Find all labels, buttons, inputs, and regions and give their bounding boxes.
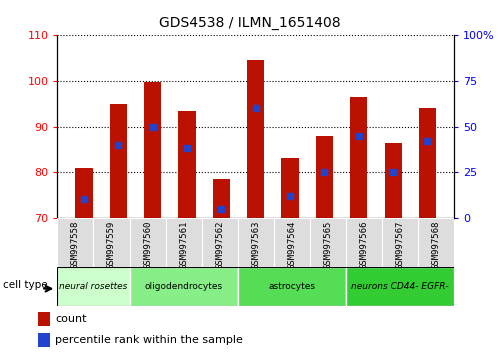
Text: GSM997559: GSM997559 [107,220,116,269]
Text: GSM997566: GSM997566 [359,220,368,269]
Text: neurons CD44- EGFR-: neurons CD44- EGFR- [351,282,449,291]
Bar [419,108,436,218]
Bar [316,136,333,218]
Bar [247,61,264,218]
Text: GSM997564: GSM997564 [287,220,296,269]
Text: cell type: cell type [3,280,47,290]
Text: GSM997560: GSM997560 [143,220,152,269]
Text: GSM997568: GSM997568 [432,220,441,269]
Bar [93,218,130,267]
Bar [346,218,382,267]
Bar [38,333,49,347]
Bar [130,267,238,306]
Bar [57,267,130,306]
Text: GSM997561: GSM997561 [179,220,188,269]
Bar [110,104,127,218]
Text: GSM997565: GSM997565 [323,220,332,269]
Text: GDS4538 / ILMN_1651408: GDS4538 / ILMN_1651408 [159,16,340,30]
Bar [385,143,402,218]
Text: percentile rank within the sample: percentile rank within the sample [55,335,244,345]
Bar [346,267,454,306]
Text: astrocytes: astrocytes [268,282,315,291]
Text: oligodendrocytes: oligodendrocytes [145,282,223,291]
Bar [274,218,310,267]
Bar [38,312,49,326]
Text: GSM997558: GSM997558 [71,220,80,269]
Bar [238,267,346,306]
Text: GSM997563: GSM997563 [251,220,260,269]
Bar [310,218,346,267]
Bar [57,218,93,267]
Bar [130,218,166,267]
Text: GSM997562: GSM997562 [215,220,224,269]
Bar [281,159,299,218]
Bar [418,218,454,267]
Bar [179,110,196,218]
Bar [350,97,367,218]
Bar [144,82,161,218]
Bar [75,167,93,218]
Bar [238,218,274,267]
Bar [166,218,202,267]
Text: count: count [55,314,87,324]
Bar [202,218,238,267]
Bar [382,218,418,267]
Text: GSM997567: GSM997567 [396,220,405,269]
Text: neural rosettes: neural rosettes [59,282,128,291]
Bar [213,179,230,218]
